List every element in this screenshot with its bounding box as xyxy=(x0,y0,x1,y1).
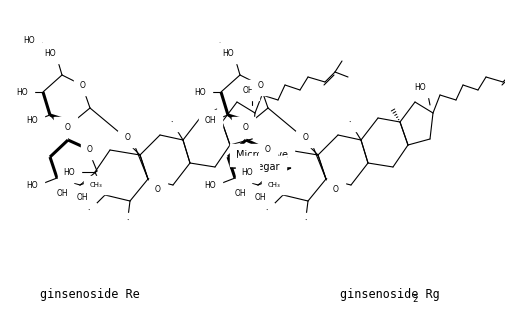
Text: OH: OH xyxy=(242,85,254,94)
Text: OH: OH xyxy=(204,116,216,124)
Text: OH: OH xyxy=(254,192,265,202)
Text: ginsenoside Rg: ginsenoside Rg xyxy=(339,288,439,301)
Text: OH: OH xyxy=(76,192,88,202)
Text: OH: OH xyxy=(237,123,248,131)
Text: HO: HO xyxy=(222,49,233,58)
Text: HO: HO xyxy=(26,116,38,124)
Text: HO: HO xyxy=(241,168,252,176)
Text: O: O xyxy=(302,133,309,141)
Text: Microwave: Microwave xyxy=(235,150,287,160)
Text: HO: HO xyxy=(204,180,216,190)
Text: HO: HO xyxy=(414,83,425,91)
Text: •: • xyxy=(304,219,307,223)
Text: OH: OH xyxy=(59,123,71,131)
Text: •: • xyxy=(127,219,129,223)
Text: ginsenoside Re: ginsenoside Re xyxy=(40,288,139,301)
Text: O: O xyxy=(332,185,338,193)
Text: •: • xyxy=(124,137,126,141)
Text: CH₃: CH₃ xyxy=(90,182,103,188)
Text: O: O xyxy=(155,185,161,193)
Text: O: O xyxy=(265,145,270,153)
Text: O: O xyxy=(80,81,86,89)
Text: O: O xyxy=(65,123,71,131)
Text: •: • xyxy=(348,121,350,125)
Text: •: • xyxy=(301,137,304,141)
Text: •: • xyxy=(171,121,173,125)
Text: HO: HO xyxy=(44,49,56,58)
Text: Vinegar: Vinegar xyxy=(243,162,280,172)
Text: 2: 2 xyxy=(412,295,417,304)
Text: HO: HO xyxy=(23,36,35,44)
Text: O: O xyxy=(125,133,131,141)
Text: HO: HO xyxy=(63,168,75,176)
Text: HO: HO xyxy=(16,88,28,96)
Text: •: • xyxy=(88,209,90,213)
Text: OH: OH xyxy=(56,188,68,198)
Text: •: • xyxy=(265,209,268,213)
Text: HO: HO xyxy=(194,88,206,96)
Text: O: O xyxy=(242,123,248,131)
Text: HO: HO xyxy=(26,180,38,190)
Text: CH₃: CH₃ xyxy=(268,182,280,188)
Text: OH: OH xyxy=(234,188,245,198)
Text: O: O xyxy=(258,81,264,89)
Text: O: O xyxy=(87,145,93,153)
